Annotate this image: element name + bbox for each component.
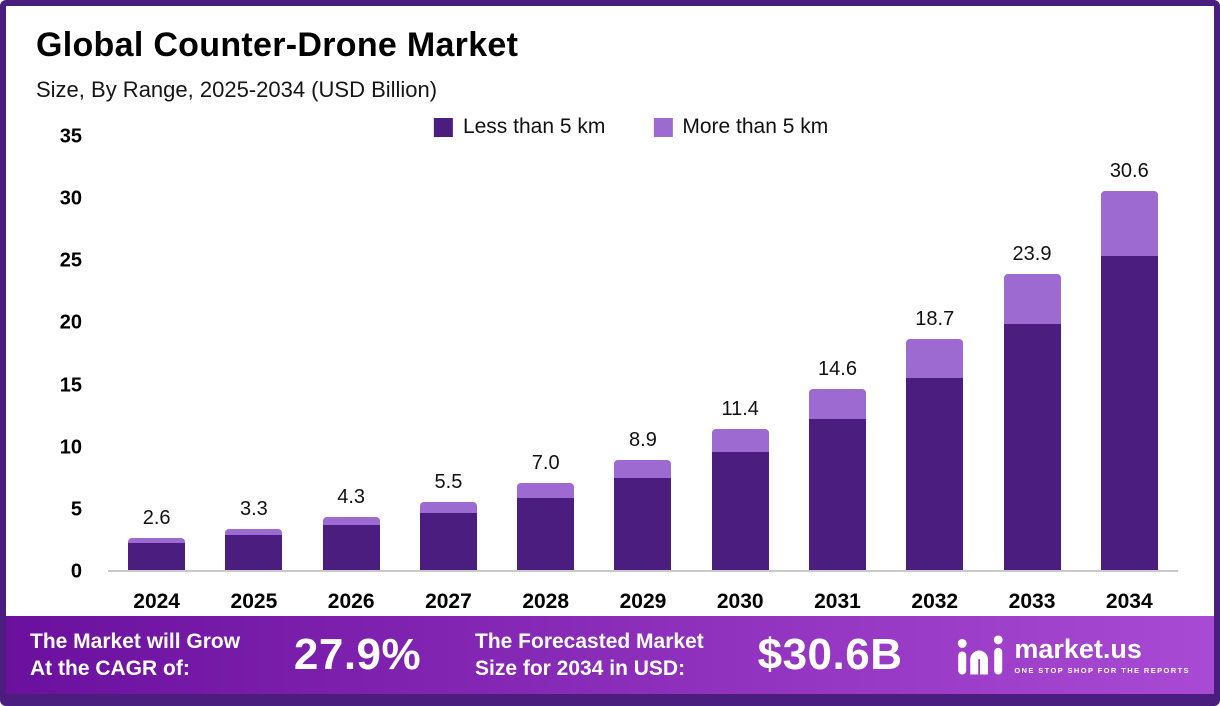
bar-total-label: 14.6 — [818, 358, 857, 381]
bar-total-label: 4.3 — [337, 485, 366, 508]
brand-name: market.us — [1014, 634, 1142, 665]
forecast-value: $30.6B — [757, 630, 903, 679]
cagr-label-line1: The Market will Grow — [30, 629, 241, 653]
x-tick-label: 2027 — [425, 590, 472, 613]
y-tick-label: 15 — [59, 374, 82, 397]
forecast-label: The Forecasted Market Size for 2034 in U… — [475, 628, 704, 683]
legend-swatch — [653, 117, 673, 137]
x-tick-label: 2032 — [911, 590, 959, 613]
bar-total-label: 18.7 — [915, 307, 955, 330]
bar-segment-less-than-5-km — [808, 419, 866, 570]
bar-group-2031: 14.6 — [801, 137, 873, 570]
cagr-value: 27.9% — [293, 630, 422, 679]
x-tick-label: 2028 — [522, 590, 570, 613]
bar-total-label: 11.4 — [721, 397, 759, 420]
footer-banner: The Market will Grow At the CAGR of: 27.… — [6, 616, 1214, 694]
bar-segment-less-than-5-km — [225, 535, 283, 570]
bar-segment-less-than-5-km — [322, 525, 380, 570]
y-tick-label: 5 — [70, 498, 82, 521]
y-axis: 0 5 10 15 20 25 30 35 — [30, 126, 100, 583]
bar-segment-less-than-5-km — [517, 498, 575, 570]
bar-segment-more-than-5-km — [614, 459, 672, 479]
x-tick-label: 2024 — [133, 590, 180, 613]
forecast-label-line2: Size for 2034 in USD: — [475, 657, 686, 680]
bar-total-label: 3.3 — [239, 498, 268, 521]
bar-segment-more-than-5-km — [906, 338, 964, 379]
legend-item-less-than-5-km: Less than 5 km — [433, 115, 606, 139]
y-tick-label: 10 — [59, 436, 82, 459]
bar-total-label: 8.9 — [629, 428, 657, 451]
bar-group-2029: 8.9 — [607, 137, 679, 570]
x-tick-label: 2029 — [619, 590, 667, 613]
bar-group-2026: 4.3 — [315, 137, 387, 570]
bar-segment-less-than-5-km — [1003, 323, 1061, 570]
plot: 0 5 10 15 20 25 30 35 2.6 3.3 4.3 5.5 7.0 8.9 11.4 14.… — [30, 126, 1178, 583]
cagr-label: The Market will Grow At the CAGR of: — [30, 628, 240, 683]
bars: 2.6 3.3 4.3 5.5 7.0 8.9 11.4 14.6 18.7 23.9 30.6 — [108, 137, 1178, 572]
x-tick-label: 2025 — [230, 590, 278, 613]
bar-group-2027: 5.5 — [412, 137, 484, 570]
bar-segment-more-than-5-km — [808, 389, 866, 420]
y-tick-label: 30 — [59, 187, 82, 210]
x-tick-label: 2031 — [814, 590, 861, 613]
bar-segment-more-than-5-km — [1003, 274, 1061, 324]
legend-swatch — [433, 117, 453, 137]
y-tick-label: 0 — [70, 560, 82, 583]
bar-total-label: 30.6 — [1109, 160, 1149, 183]
y-tick-label: 20 — [59, 311, 82, 334]
x-axis: 2024 2025 2026 2027 2028 2029 2030 2031 2032 2033… — [108, 576, 1178, 616]
bar-segment-more-than-5-km — [225, 529, 283, 536]
bar-segment-less-than-5-km — [419, 513, 477, 570]
bar-total-label: 2.6 — [142, 506, 171, 529]
y-tick-label: 35 — [59, 125, 82, 148]
bar-group-2034: 30.6 — [1093, 137, 1165, 570]
bar-group-2028: 7.0 — [510, 137, 582, 570]
chart-title: Global Counter-Drone Market — [36, 26, 519, 64]
bar-segment-more-than-5-km — [128, 537, 186, 543]
bar-segment-less-than-5-km — [614, 478, 672, 570]
brand-tagline: ONE STOP SHOP FOR THE REPORTS — [1014, 665, 1190, 675]
y-tick-label: 25 — [59, 249, 82, 272]
bar-group-2025: 3.3 — [218, 137, 290, 570]
bar-group-2032: 18.7 — [899, 137, 971, 570]
bar-group-2030: 11.4 — [704, 137, 776, 570]
bar-total-label: 23.9 — [1012, 243, 1052, 266]
legend-item-more-than-5-km: More than 5 km — [653, 115, 828, 139]
bar-segment-more-than-5-km — [711, 428, 769, 453]
bar-segment-more-than-5-km — [419, 501, 477, 514]
bar-group-2024: 2.6 — [121, 137, 193, 570]
bar-segment-more-than-5-km — [1100, 191, 1158, 256]
bar-segment-less-than-5-km — [128, 542, 186, 570]
cagr-label-line2: At the CAGR of: — [30, 657, 190, 680]
chart-section: Global Counter-Drone Market Size, By Ran… — [6, 6, 1214, 616]
market-us-logo-icon — [956, 634, 1004, 676]
bar-segment-less-than-5-km — [711, 452, 769, 570]
forecast-label-line1: The Forecasted Market — [475, 629, 704, 653]
brand: market.us ONE STOP SHOP FOR THE REPORTS — [956, 634, 1190, 676]
chart-subtitle: Size, By Range, 2025-2034 (USD Billion) — [36, 77, 438, 102]
plot-area: Less than 5 km More than 5 km 0 5 10 15 20 25 3… — [30, 107, 1186, 616]
bar-total-label: 7.0 — [531, 452, 560, 475]
legend: Less than 5 km More than 5 km — [433, 115, 828, 139]
bar-segment-less-than-5-km — [1100, 255, 1158, 570]
x-tick-label: 2030 — [716, 590, 764, 613]
bar-segment-less-than-5-km — [906, 378, 964, 570]
x-tick-label: 2034 — [1105, 590, 1153, 613]
bar-segment-more-than-5-km — [322, 516, 380, 526]
bar-total-label: 5.5 — [434, 470, 463, 493]
x-tick-label: 2033 — [1008, 590, 1056, 613]
legend-label: Less than 5 km — [462, 115, 606, 138]
x-tick-label: 2026 — [327, 590, 375, 613]
bar-segment-more-than-5-km — [517, 483, 575, 499]
legend-label: More than 5 km — [682, 115, 829, 138]
bar-group-2033: 23.9 — [996, 137, 1068, 570]
